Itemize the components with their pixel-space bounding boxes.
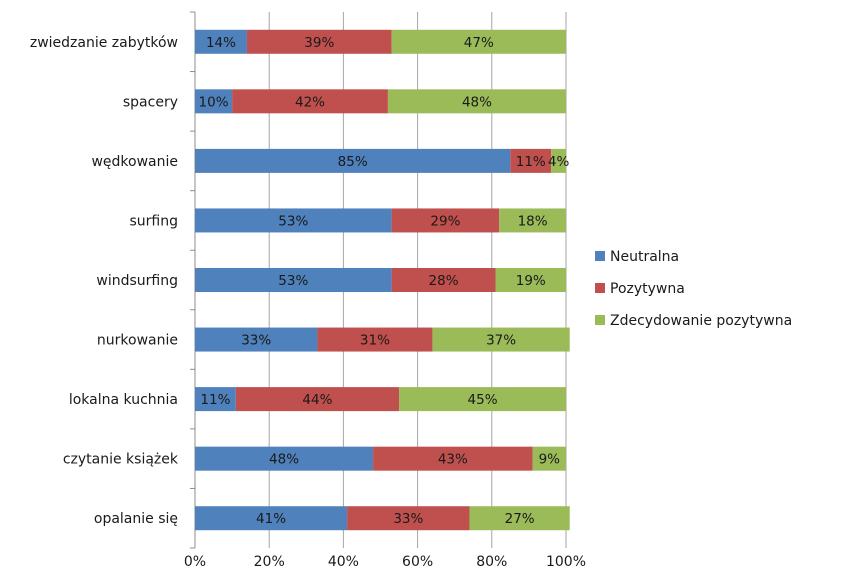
data-label: 44%: [302, 392, 332, 408]
bar-segment: [195, 446, 374, 471]
category-label: zwiedzanie zabytków: [30, 35, 178, 51]
bar-segment: [499, 208, 566, 233]
bar-segment: [246, 29, 392, 54]
bar-segment: [195, 89, 233, 114]
bar-segment: [347, 506, 470, 531]
category-label: lokalna kuchnia: [69, 392, 178, 408]
legend-swatch: [595, 283, 605, 293]
data-label: 45%: [468, 392, 498, 408]
data-label: 33%: [241, 333, 271, 349]
bar-segment: [495, 268, 566, 292]
x-tick-label: 20%: [254, 554, 285, 570]
bar-segment: [432, 327, 570, 352]
bar-segment: [510, 148, 552, 173]
category-label: windsurfing: [96, 273, 178, 289]
data-label: 43%: [438, 452, 468, 468]
x-tick-label: 80%: [476, 554, 507, 570]
data-label: 29%: [430, 213, 460, 229]
category-label: czytanie książek: [63, 452, 179, 468]
data-label: 19%: [516, 273, 546, 289]
data-label: 39%: [304, 35, 334, 51]
data-labels: 14% 39% 47%10% 42% 48%85% 11% 4%53% 29% 18%53% 28…: [199, 35, 570, 527]
bar-segment: [391, 208, 500, 233]
legend: Neutralna Pozytywna Zdecydowanie pozytywna: [595, 249, 792, 329]
category-label: spacery: [123, 94, 178, 110]
data-label: 53%: [278, 213, 308, 229]
bar-segments: [195, 29, 570, 531]
bar-segment: [391, 268, 496, 292]
bar-segment: [317, 327, 433, 352]
data-label: 85%: [338, 154, 368, 170]
bar-segment: [232, 89, 388, 114]
legend-label: Neutralna: [610, 249, 679, 265]
data-label: 11%: [516, 154, 546, 170]
x-axis-tick-labels: 0% 20% 40% 60% 80% 100%: [184, 554, 586, 570]
data-label: 9%: [539, 452, 561, 468]
data-label: 48%: [462, 94, 492, 110]
data-label: 18%: [518, 213, 548, 229]
bar-segment: [195, 268, 392, 292]
data-label: 53%: [278, 273, 308, 289]
x-tick-label: 100%: [546, 554, 586, 570]
data-label: 28%: [429, 273, 459, 289]
data-label: 42%: [295, 94, 325, 110]
category-labels: zwiedzanie zabytków spacery wędkowanie surf…: [30, 35, 179, 527]
bar-segment: [195, 387, 236, 412]
data-label: 27%: [505, 511, 535, 527]
bar-segment: [195, 327, 318, 352]
bar-segment: [195, 208, 392, 233]
data-label: 41%: [256, 511, 286, 527]
data-label: 14%: [206, 35, 236, 51]
legend-label: Pozytywna: [610, 281, 685, 297]
data-label: 37%: [486, 333, 516, 349]
legend-swatch: [595, 315, 605, 325]
bar-segment: [387, 89, 566, 114]
legend-label: Zdecydowanie pozytywna: [610, 313, 792, 329]
bar-segment: [235, 387, 400, 412]
data-label: 47%: [464, 35, 494, 51]
category-label: opalanie się: [94, 511, 178, 527]
bar-segment: [469, 506, 570, 531]
data-label: 48%: [269, 452, 299, 468]
x-tick-label: 60%: [402, 554, 433, 570]
bar-segment: [373, 446, 533, 471]
bar-segment: [195, 506, 348, 531]
category-label: surfing: [129, 213, 178, 229]
data-label: 10%: [199, 94, 229, 110]
bar-segment: [551, 148, 566, 173]
bar-segment: [195, 148, 511, 173]
x-tick-label: 40%: [328, 554, 359, 570]
bar-segment: [532, 446, 566, 471]
bar-segment: [399, 387, 566, 412]
category-label: wędkowanie: [91, 154, 178, 170]
legend-swatch: [595, 251, 605, 261]
category-label: nurkowanie: [97, 333, 178, 349]
data-label: 31%: [360, 333, 390, 349]
data-label: 11%: [200, 392, 230, 408]
bar-segment: [391, 29, 566, 54]
data-label: 4%: [548, 154, 570, 170]
bar-segment: [195, 29, 247, 54]
x-tick-label: 0%: [184, 554, 206, 570]
data-label: 33%: [393, 511, 423, 527]
